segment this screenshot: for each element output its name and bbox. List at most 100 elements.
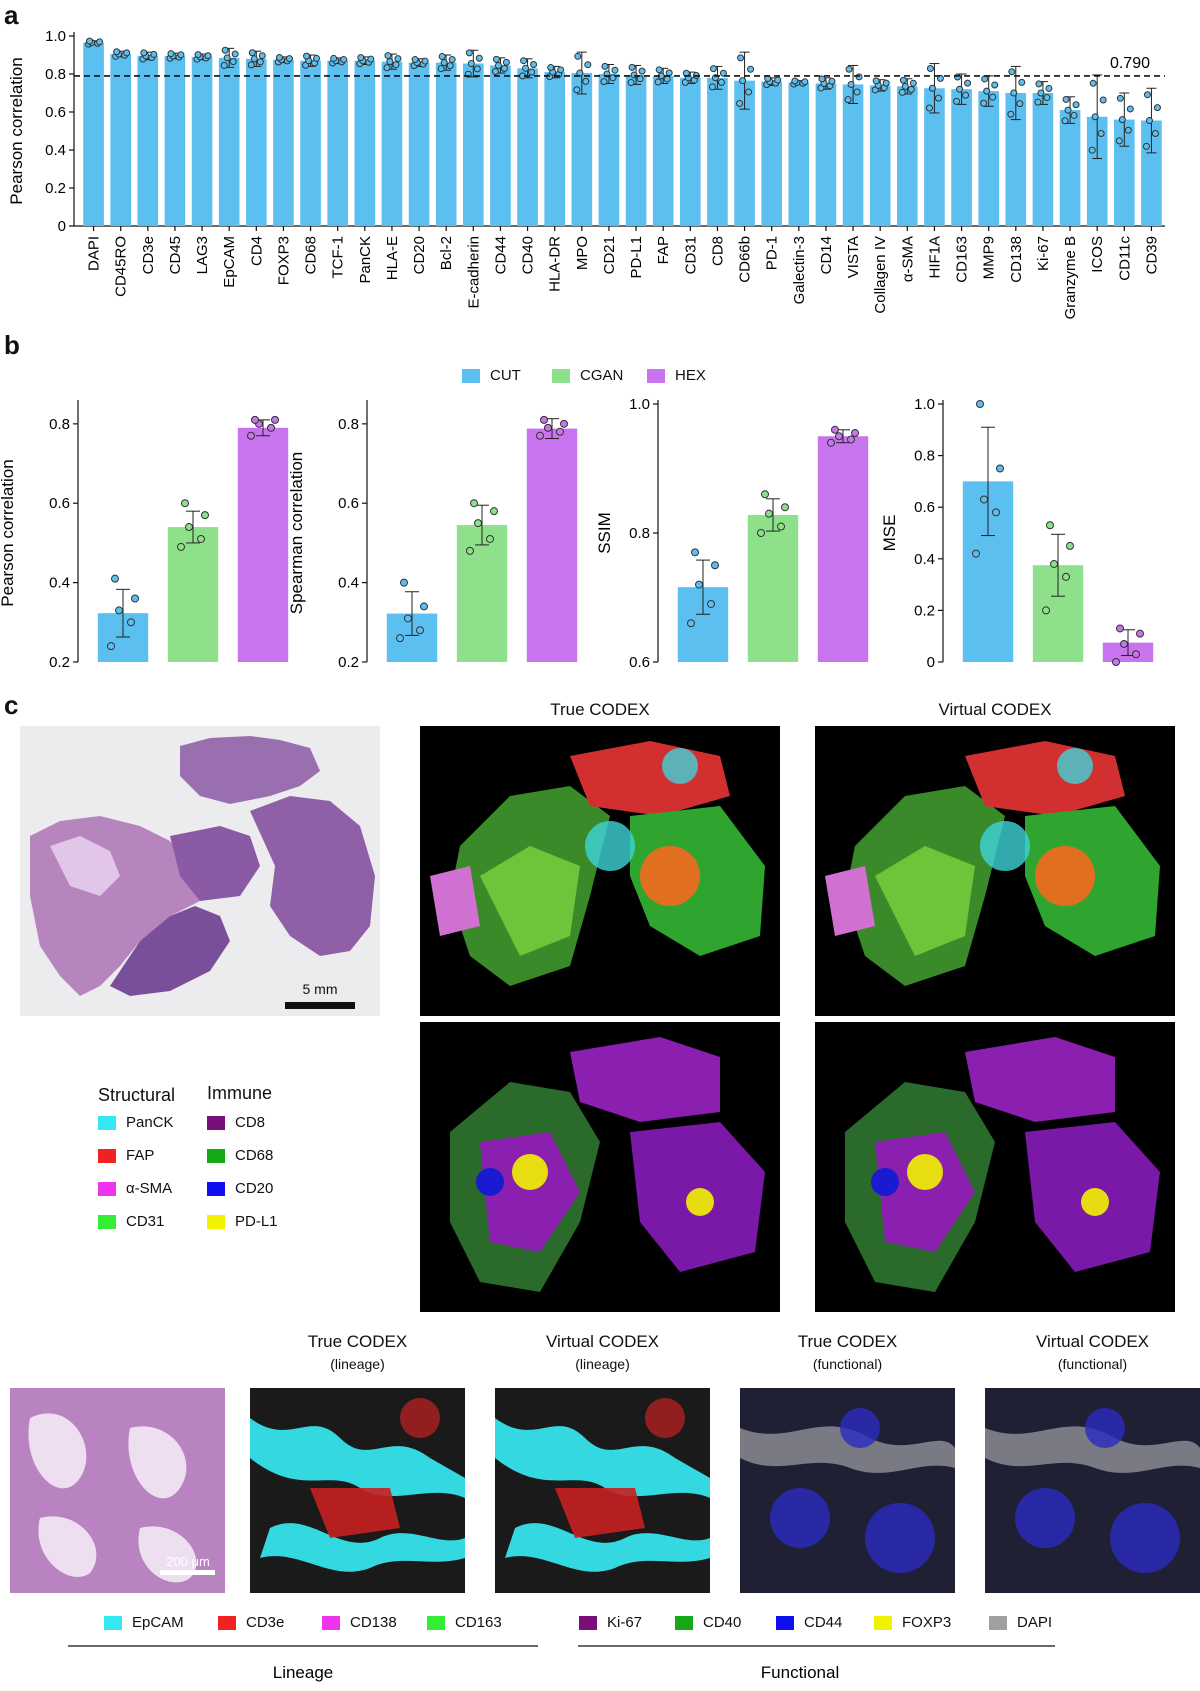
category-label-VISTA: VISTA	[845, 236, 862, 278]
point-Galectin-3	[801, 78, 809, 86]
panel-label-c: c	[4, 690, 19, 720]
point-b1-cgan	[197, 534, 205, 543]
bar-CD45RO	[110, 54, 131, 226]
point-b3-cgan	[761, 490, 769, 499]
point-b2-cut	[420, 602, 428, 611]
functional-legend-text: DAPI	[1017, 1614, 1053, 1631]
point-b1-cgan	[201, 511, 209, 520]
bottom-title: Virtual CODEX (lineage)	[475, 1332, 730, 1372]
point-b3-cut	[707, 599, 715, 608]
bar-b3-cgan	[747, 514, 799, 662]
category-label-CD66b: CD66b	[737, 236, 754, 283]
legend-text-cut: CUT	[490, 367, 521, 384]
bar-b2-cgan	[456, 525, 508, 662]
bar-CD163	[951, 89, 972, 226]
point-DAPI	[86, 37, 94, 45]
point-CD4	[250, 55, 258, 63]
point-HLA-DR	[557, 66, 565, 74]
point-b2-hex	[536, 431, 544, 440]
point-VISTA	[845, 65, 853, 73]
ytick-label-b2: 0.6	[338, 495, 359, 512]
bar-CD66b	[734, 80, 755, 227]
chart-b-metrics: 0.2 0.4 0.6 0.8 Pearson correlation 0.2 0.4 0.6…	[0, 396, 1154, 670]
point-b3-hex	[827, 438, 835, 447]
point-CD8	[717, 78, 725, 86]
bar-CD31	[680, 77, 701, 226]
category-label-CD45RO: CD45RO	[113, 236, 130, 297]
title-virtual-codex-top: Virtual CODEX	[938, 700, 1052, 719]
point-CD163	[962, 91, 970, 99]
bar-CD20	[408, 62, 430, 226]
bar-CD4	[246, 58, 267, 226]
bar-CD11c	[1114, 119, 1135, 226]
point-Ki-67	[1043, 94, 1051, 102]
point-b1-hex	[247, 431, 255, 440]
ytick-label-a: 0.6	[45, 104, 66, 121]
bar-CD40	[517, 68, 538, 226]
point-b4-cgan	[1062, 572, 1070, 581]
point-b4-hex	[1116, 624, 1124, 633]
ytick-label-a: 0.2	[45, 180, 66, 197]
point-CD11c	[1118, 116, 1126, 124]
point-LAG3	[194, 51, 202, 59]
point-CD45RO	[113, 48, 121, 56]
structural-legend-text: PanCK	[126, 1114, 174, 1131]
point-CD40	[522, 64, 530, 72]
bar-PD-L1	[625, 74, 647, 226]
point-HLA-E	[386, 58, 394, 66]
point-b2-cgan	[466, 546, 474, 555]
category-label-CD11c: CD11c	[1116, 236, 1133, 281]
bar-CD8	[707, 77, 728, 226]
point-α-SMA	[901, 82, 909, 90]
point-b4-cut	[980, 495, 988, 504]
point-CD8	[719, 69, 727, 77]
legend-item-hex: HEX	[647, 367, 706, 384]
bar-DAPI	[83, 42, 104, 227]
bar-CD68	[300, 60, 321, 227]
bar-FOXP3	[273, 59, 294, 226]
category-label-E-cadherin: E-cadherin	[465, 236, 482, 309]
point-Bcl-2	[440, 59, 448, 67]
functional-legend-text: FOXP3	[902, 1614, 952, 1631]
functional-swatch	[579, 1615, 597, 1630]
point-α-SMA	[909, 79, 917, 87]
lineage-swatch	[427, 1615, 445, 1630]
bottom-title-main: True CODEX	[307, 1332, 408, 1351]
point-CD66b	[739, 77, 747, 85]
point-CD163	[964, 79, 972, 87]
lineage-label: Lineage	[273, 1663, 334, 1682]
immune-header: Immune	[207, 1083, 273, 1103]
point-CD138	[1007, 110, 1015, 118]
point-CD138	[1016, 100, 1024, 108]
point-b2-cgan	[490, 507, 498, 516]
point-b3-cgan	[757, 529, 765, 537]
point-HIF1A	[928, 84, 936, 92]
point-b3-cut	[695, 580, 703, 589]
point-b2-hex	[560, 419, 568, 428]
point-Bcl-2	[446, 62, 454, 70]
ytick-label-b1: 0.6	[49, 495, 70, 512]
category-label-α-SMA: α-SMA	[899, 236, 916, 282]
bar-b1-hex	[237, 427, 289, 662]
reference-line-label-a: 0.790	[1110, 55, 1150, 72]
functional-legend-item: Ki-67	[579, 1614, 642, 1631]
point-b4-cut	[996, 464, 1004, 473]
point-FOXP3	[285, 55, 293, 63]
point-CD138	[1018, 78, 1026, 86]
bar-MMP9	[978, 91, 999, 226]
bar-ICOS	[1086, 116, 1108, 226]
immune-legend-item: CD8	[207, 1114, 265, 1131]
bottom-title-main: Virtual CODEX	[545, 1332, 660, 1351]
bar-E-cadherin	[463, 63, 484, 226]
bar-Bcl-2	[435, 62, 457, 226]
ytick-label-b4: 0.6	[914, 499, 935, 516]
ytick-label-b1: 0.8	[49, 416, 70, 433]
category-label-MMP9: MMP9	[981, 236, 998, 279]
point-b3-hex	[835, 432, 843, 441]
category-label-CD20: CD20	[411, 236, 428, 274]
point-MMP9	[981, 75, 989, 83]
immune-swatch	[207, 1214, 225, 1229]
point-b1-hex	[267, 423, 275, 432]
point-EpCAM	[223, 54, 231, 62]
point-CD11c	[1115, 137, 1123, 145]
